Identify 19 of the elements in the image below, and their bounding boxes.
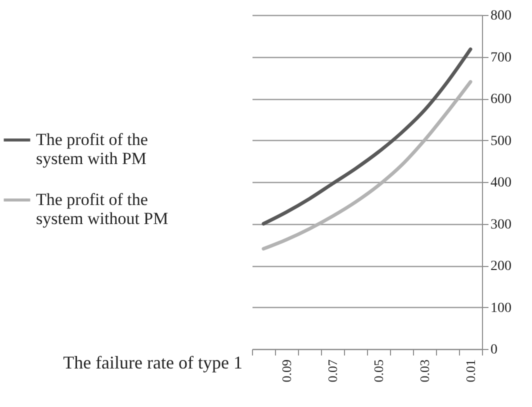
- y-tick-label: 100: [490, 300, 512, 316]
- y-tick-label: 300: [490, 217, 512, 232]
- x-tick-label: 0.01: [463, 360, 478, 382]
- x-tick-label: 0.03: [417, 360, 432, 382]
- y-tick-label: 700: [490, 50, 512, 66]
- y-tick-label: 0: [490, 342, 498, 358]
- y-tick-label: 200: [490, 259, 512, 274]
- line-series: [262, 47, 472, 226]
- y-tick-label: 500: [490, 134, 512, 149]
- y-tick-label: 400: [490, 176, 512, 190]
- x-tick-label: 0.05: [371, 360, 386, 382]
- x-tick-label: 0.09: [279, 360, 294, 382]
- legend-label: The profit of the system without PM: [36, 190, 168, 228]
- x-tick-label: 0.07: [325, 359, 340, 382]
- legend-label: The profit of the system with PM: [36, 130, 148, 168]
- y-tick-label: 800: [490, 8, 512, 24]
- x-axis-title: The failure rate of type 1: [63, 352, 242, 372]
- y-tick-label: 600: [490, 92, 512, 107]
- line-series: [262, 80, 472, 251]
